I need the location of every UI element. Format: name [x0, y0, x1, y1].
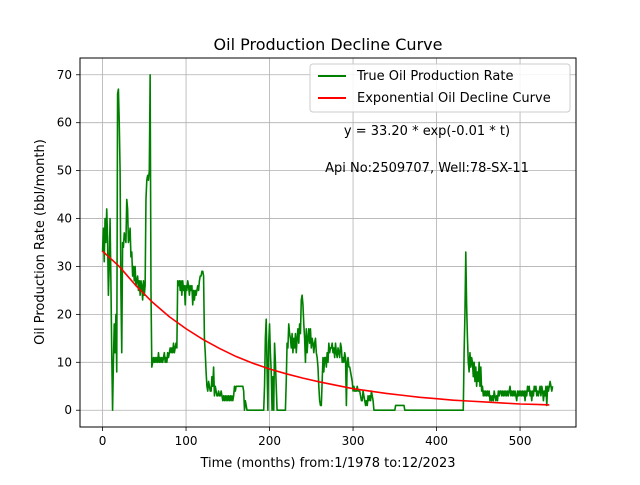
y-tick-label: 40	[57, 212, 72, 226]
plot-frame	[79, 57, 577, 428]
x-tick-label: 200	[258, 434, 281, 448]
y-tick-label: 50	[57, 164, 72, 178]
plot-series	[101, 73, 554, 412]
x-tick-label: 100	[175, 434, 198, 448]
y-tick-label: 30	[57, 259, 72, 273]
y-tick-label: 10	[57, 355, 72, 369]
chart-title: Oil Production Decline Curve	[214, 35, 443, 54]
y-tick-label: 60	[57, 116, 72, 130]
legend-label-true-rate: True Oil Production Rate	[356, 69, 513, 84]
x-tick-label: 400	[425, 434, 448, 448]
y-tick-label: 0	[64, 403, 72, 417]
equation-annotation: y = 33.20 * exp(-0.01 * t)	[344, 124, 510, 139]
legend: True Oil Production Rate Exponential Oil…	[309, 63, 571, 113]
true-production-rate-line	[101, 73, 554, 412]
x-axis-label: Time (months) from:1/1978 to:12/2023	[199, 456, 455, 471]
x-tick-label: 300	[342, 434, 365, 448]
x-tick-label: 0	[99, 434, 107, 448]
axis-ticks: 0 100 200 300 400 500 0 10 20 30 40 50 60 70	[57, 68, 532, 448]
exponential-decline-curve-line	[102, 250, 550, 406]
well-annotation: Api No:2509707, Well:78-SX-11	[325, 161, 529, 176]
x-tick-label: 500	[509, 434, 532, 448]
legend-box	[309, 63, 571, 113]
y-tick-label: 70	[57, 68, 72, 82]
y-tick-label: 20	[57, 307, 72, 321]
legend-label-decline-curve: Exponential Oil Decline Curve	[357, 91, 551, 106]
y-axis-label: Oil Production Rate (bbl/month)	[33, 139, 48, 345]
